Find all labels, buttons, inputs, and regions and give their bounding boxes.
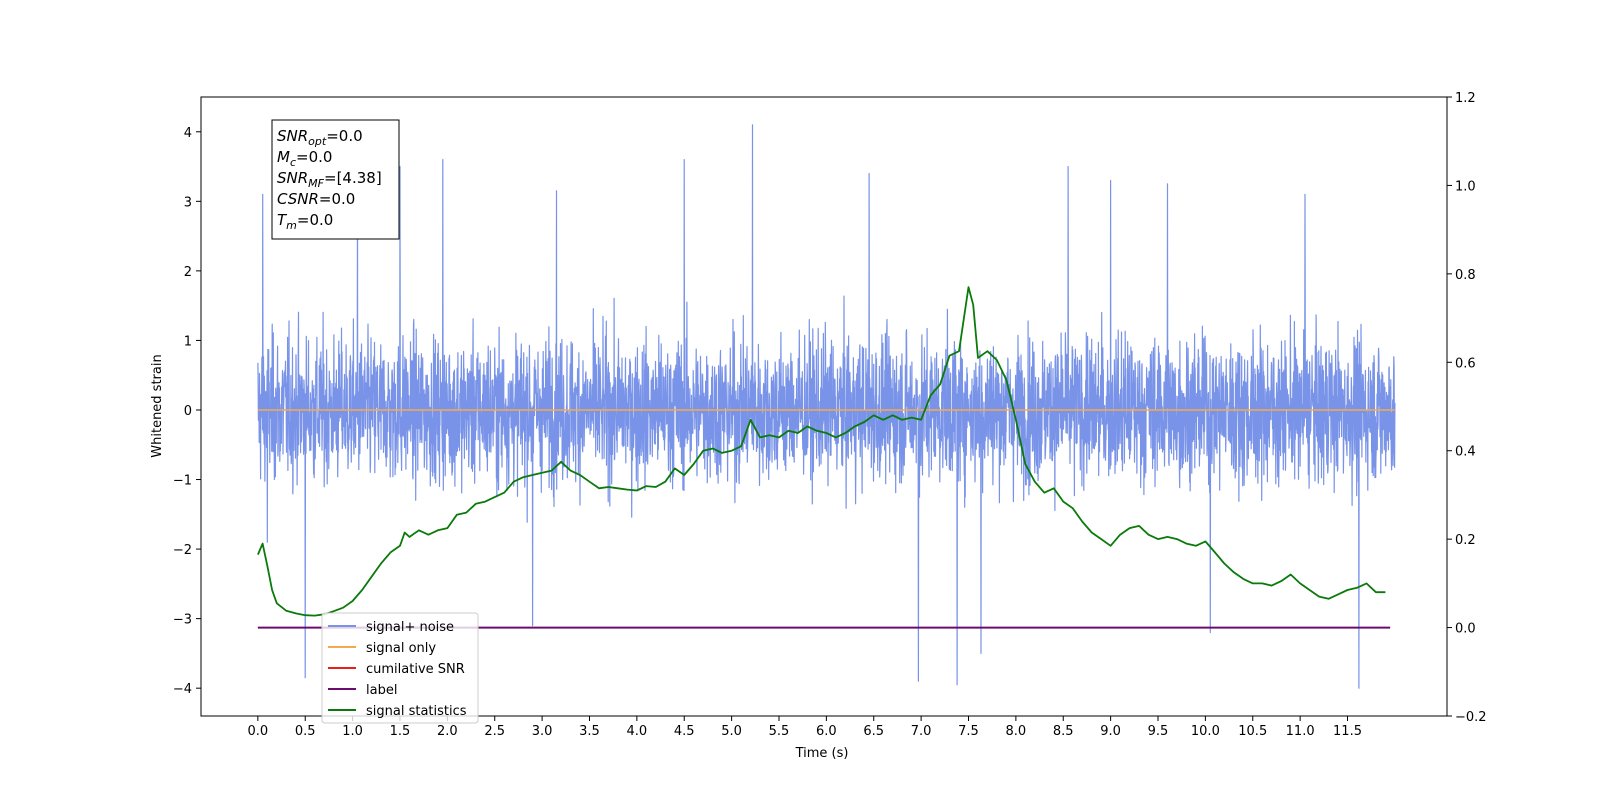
stats-row-value: =[4.38] bbox=[324, 169, 382, 187]
stats-row: Mc=0.0 bbox=[277, 148, 332, 169]
y-axis-left: −4 −3 −2 −1 0 1 2 3 4 bbox=[173, 126, 201, 697]
stats-row-symbol: M bbox=[277, 148, 290, 166]
plot-frame bbox=[200, 96, 1448, 717]
x-tick-label: 8.5 bbox=[1053, 724, 1074, 739]
y-tick-label: −3 bbox=[173, 613, 192, 628]
stats-row-subscript: c bbox=[290, 156, 296, 169]
x-tick-label: 5.5 bbox=[769, 724, 790, 739]
stats-row: Tm=0.0 bbox=[277, 211, 333, 232]
y-right-tick-label: 0.8 bbox=[1455, 268, 1476, 283]
y-tick-label: 3 bbox=[184, 195, 192, 210]
x-tick-label: 8.0 bbox=[1006, 724, 1027, 739]
x-tick-label: 1.5 bbox=[390, 724, 411, 739]
x-tick-label: 0.5 bbox=[295, 724, 316, 739]
legend-frame bbox=[321, 612, 479, 724]
x-tick-label: 4.5 bbox=[674, 724, 695, 739]
stats-box: SNRopt=0.0Mc=0.0SNRMF=[4.38]CSNR=0.0Tm=0… bbox=[271, 119, 400, 240]
stats-row-symbol: SNR bbox=[277, 169, 308, 187]
x-tick-label: 7.5 bbox=[958, 724, 979, 739]
x-tick-label: 3.0 bbox=[532, 724, 553, 739]
y-right-tick-label: 0.6 bbox=[1455, 356, 1476, 371]
legend-entry: label bbox=[366, 683, 397, 698]
x-tick-label: 5.0 bbox=[721, 724, 742, 739]
x-tick-label: 10.5 bbox=[1238, 724, 1267, 739]
y-axis-right: −0.2 0.0 0.2 0.4 0.6 0.8 1.0 1.2 bbox=[1447, 91, 1487, 725]
x-axis: 0.0 0.5 1.0 1.5 2.0 2.5 3.0 3.5 4.0 4.5 5.0 5.5 6.0 6… bbox=[248, 716, 1362, 739]
x-tick-label: 11.0 bbox=[1286, 724, 1315, 739]
legend: signal+ noise signal only cumilative SNR la… bbox=[321, 612, 479, 724]
stats-row-symbol: T bbox=[277, 211, 288, 229]
y-tick-label: −1 bbox=[173, 474, 192, 489]
x-tick-label: 0.0 bbox=[248, 724, 269, 739]
legend-entry: cumilative SNR bbox=[366, 662, 465, 677]
stats-row-subscript: m bbox=[286, 219, 297, 232]
x-tick-label: 1.0 bbox=[342, 724, 363, 739]
x-axis-label: Time (s) bbox=[795, 746, 849, 761]
series-signal-statistics-line bbox=[257, 286, 1386, 617]
y-tick-label: 2 bbox=[184, 265, 192, 280]
x-tick-label: 6.5 bbox=[863, 724, 884, 739]
series-signal-noise-line bbox=[257, 124, 1396, 689]
stats-row: SNRMF=[4.38] bbox=[277, 169, 382, 190]
legend-entry: signal only bbox=[366, 641, 436, 656]
stats-box-frame bbox=[271, 119, 400, 240]
x-tick-label: 2.5 bbox=[484, 724, 505, 739]
x-tick-label: 6.0 bbox=[816, 724, 837, 739]
x-tick-label: 9.5 bbox=[1148, 724, 1169, 739]
y-tick-label: 1 bbox=[184, 334, 192, 349]
x-tick-label: 4.0 bbox=[627, 724, 648, 739]
stats-row-value: =0.0 bbox=[319, 190, 355, 208]
stats-row: SNRopt=0.0 bbox=[277, 127, 363, 148]
x-tick-label: 2.0 bbox=[437, 724, 458, 739]
y-tick-label: −4 bbox=[173, 682, 192, 697]
legend-entry: signal+ noise bbox=[366, 620, 454, 635]
stats-row-value: =0.0 bbox=[297, 211, 333, 229]
y-axis-label: Whitened strain bbox=[150, 354, 165, 457]
y-tick-label: 4 bbox=[184, 126, 192, 141]
stats-row-subscript: opt bbox=[308, 135, 327, 148]
stats-row: CSNR=0.0 bbox=[277, 190, 355, 208]
stats-row-subscript: MF bbox=[308, 177, 324, 190]
x-tick-label: 10.0 bbox=[1191, 724, 1220, 739]
stats-row-symbol: SNR bbox=[277, 127, 308, 145]
y-right-tick-label: 1.2 bbox=[1455, 91, 1476, 106]
y-right-tick-label: 0.0 bbox=[1455, 622, 1476, 637]
y-right-tick-label: 0.2 bbox=[1455, 533, 1476, 548]
stats-row-symbol: CSNR bbox=[277, 190, 319, 208]
y-right-tick-label: 0.4 bbox=[1455, 445, 1476, 460]
x-tick-label: 11.5 bbox=[1333, 724, 1362, 739]
x-tick-label: 9.0 bbox=[1100, 724, 1121, 739]
stats-row-value: =0.0 bbox=[296, 148, 332, 166]
plot-area bbox=[257, 124, 1396, 689]
y-tick-label: −2 bbox=[173, 543, 192, 558]
y-right-tick-label: 1.0 bbox=[1455, 179, 1476, 194]
x-tick-label: 3.5 bbox=[579, 724, 600, 739]
y-tick-label: 0 bbox=[184, 404, 192, 419]
x-tick-label: 7.0 bbox=[911, 724, 932, 739]
stats-row-value: =0.0 bbox=[326, 127, 362, 145]
legend-entry: signal statistics bbox=[366, 704, 467, 719]
y-right-tick-label: −0.2 bbox=[1455, 710, 1487, 725]
